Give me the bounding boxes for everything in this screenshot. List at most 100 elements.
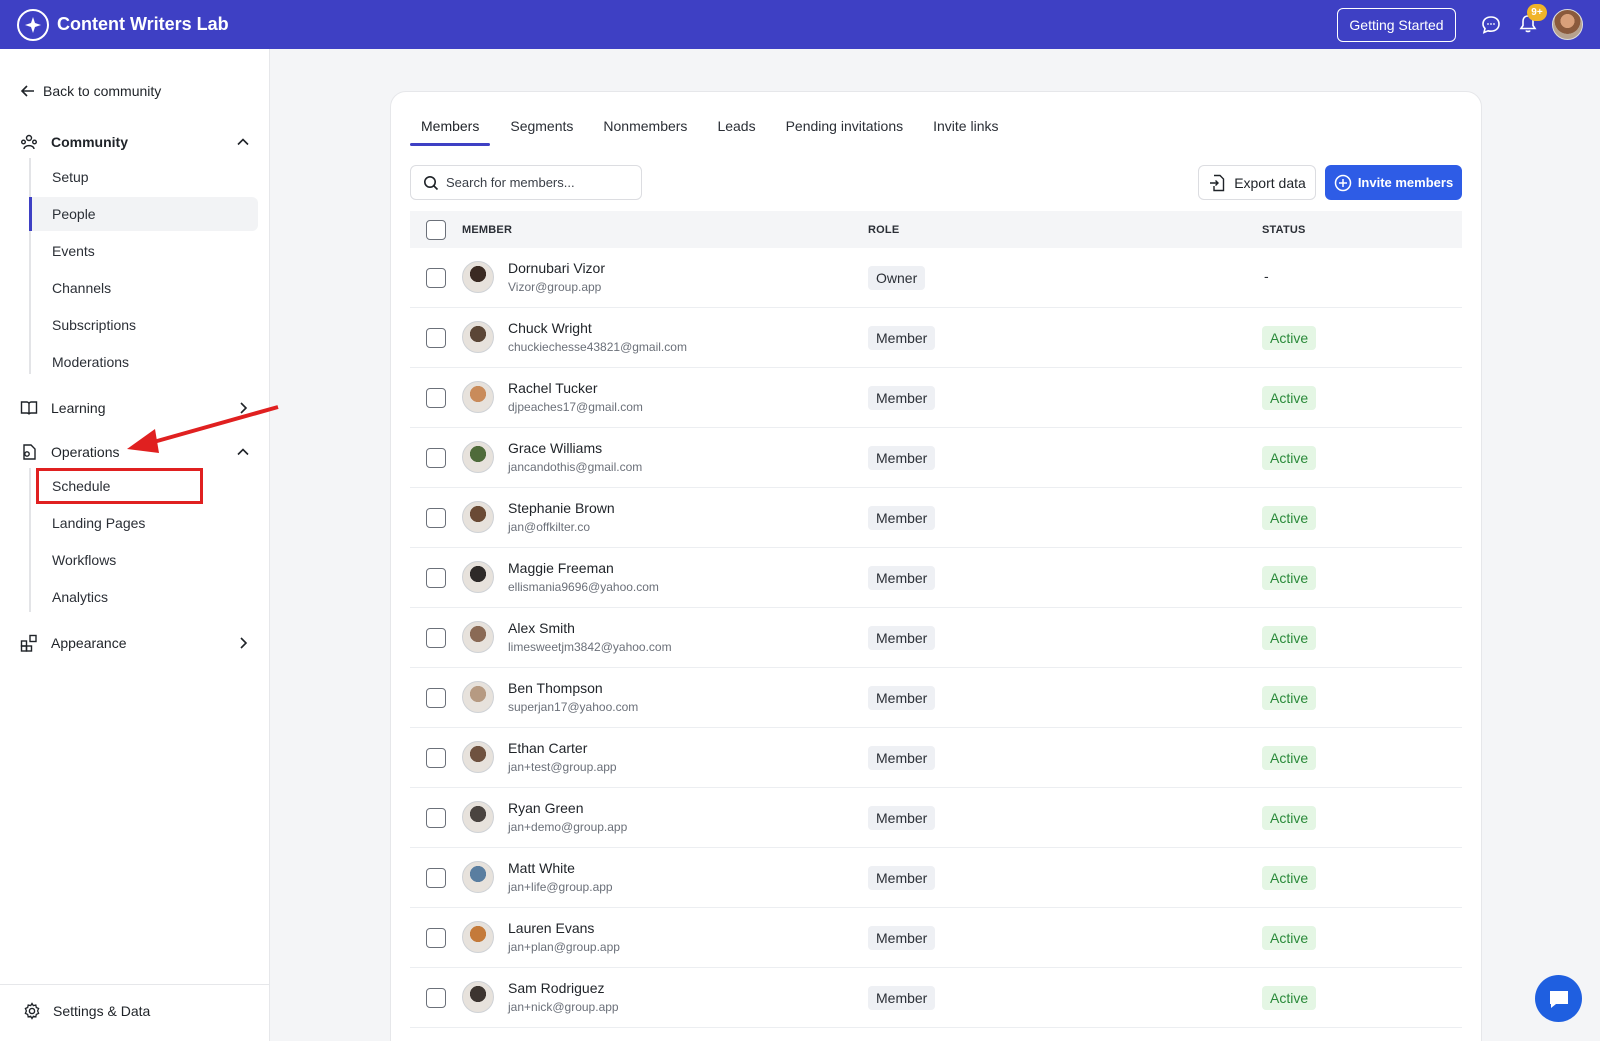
- member-name[interactable]: Dornubari Vizor: [508, 260, 606, 276]
- sidebar-section-community[interactable]: Community: [20, 130, 250, 154]
- invite-members-button[interactable]: Invite members: [1325, 165, 1462, 200]
- table-row[interactable]: Grace Williams jancandothis@gmail.com Me…: [410, 428, 1462, 488]
- chevron-up-icon[interactable]: [236, 135, 250, 149]
- row-checkbox[interactable]: [426, 448, 446, 468]
- operations-label: Operations: [51, 444, 120, 460]
- brand-name[interactable]: Content Writers Lab: [57, 14, 229, 34]
- member-name[interactable]: Ethan Carter: [508, 740, 588, 756]
- tab-segments[interactable]: Segments: [510, 118, 574, 134]
- sidebar-item-people[interactable]: People: [29, 197, 258, 231]
- row-checkbox[interactable]: [426, 328, 446, 348]
- table-row[interactable]: Rachel Tucker djpeaches17@gmail.com Memb…: [410, 368, 1462, 428]
- sidebar-item-moderations[interactable]: Moderations: [52, 354, 130, 370]
- table-row[interactable]: Ryan Green jan+demo@group.app Member Act…: [410, 788, 1462, 848]
- row-checkbox[interactable]: [426, 268, 446, 288]
- table-row[interactable]: Ethan Carter jan+test@group.app Member A…: [410, 728, 1462, 788]
- row-checkbox[interactable]: [426, 868, 446, 888]
- member-name[interactable]: Maggie Freeman: [508, 560, 614, 576]
- member-name[interactable]: Sam Rodriguez: [508, 980, 605, 996]
- sidebar-item-channels[interactable]: Channels: [52, 280, 112, 296]
- member-name[interactable]: Alex Smith: [508, 620, 575, 636]
- table-row[interactable]: Alex Smith limesweetjm3842@yahoo.com Mem…: [410, 608, 1462, 668]
- table-row[interactable]: Ben Thompson superjan17@yahoo.com Member…: [410, 668, 1462, 728]
- sidebar-section-operations[interactable]: Operations: [20, 440, 250, 464]
- settings-data-link[interactable]: Settings & Data: [23, 1002, 150, 1020]
- table-row[interactable]: Stephanie Brown jan@offkilter.co Member …: [410, 488, 1462, 548]
- select-all-checkbox[interactable]: [426, 220, 446, 240]
- sidebar-item-analytics[interactable]: Analytics: [52, 589, 109, 605]
- chat-icon[interactable]: [1481, 15, 1501, 35]
- table-header: MEMBER ROLE STATUS: [410, 211, 1462, 248]
- back-to-community-link[interactable]: Back to community: [20, 83, 161, 99]
- row-checkbox[interactable]: [426, 988, 446, 1008]
- column-member[interactable]: MEMBER: [462, 223, 513, 236]
- community-label: Community: [51, 134, 128, 150]
- role-badge: Member: [868, 446, 936, 470]
- sidebar-item-setup[interactable]: Setup: [52, 169, 89, 185]
- member-email: ellismania9696@yahoo.com: [508, 580, 659, 594]
- sidebar-section-learning[interactable]: Learning: [20, 396, 250, 420]
- tab-pending-invitations[interactable]: Pending invitations: [785, 118, 904, 134]
- member-name[interactable]: Lauren Evans: [508, 920, 595, 936]
- row-checkbox[interactable]: [426, 628, 446, 648]
- back-label: Back to community: [43, 83, 162, 99]
- row-checkbox[interactable]: [426, 808, 446, 828]
- member-search[interactable]: [410, 165, 642, 200]
- community-icon: [21, 134, 37, 150]
- member-name[interactable]: Stephanie Brown: [508, 500, 615, 516]
- table-row[interactable]: Maggie Freeman ellismania9696@yahoo.com …: [410, 548, 1462, 608]
- member-name[interactable]: Chuck Wright: [508, 320, 592, 336]
- row-checkbox[interactable]: [426, 748, 446, 768]
- member-name[interactable]: Ryan Green: [508, 800, 584, 816]
- chevron-up-icon[interactable]: [236, 445, 250, 459]
- column-status[interactable]: STATUS: [1262, 223, 1306, 236]
- role-badge: Member: [868, 386, 936, 410]
- tab-invite-links[interactable]: Invite links: [933, 118, 999, 134]
- member-name[interactable]: Matt White: [508, 860, 575, 876]
- chevron-right-icon[interactable]: [236, 636, 250, 650]
- member-name[interactable]: Grace Williams: [508, 440, 603, 456]
- sidebar-item-landing-pages[interactable]: Landing Pages: [52, 515, 146, 531]
- status-badge: Active: [1262, 746, 1317, 770]
- sidebar-item-subscriptions[interactable]: Subscriptions: [52, 317, 137, 333]
- avatar: [462, 921, 494, 953]
- table-row[interactable]: Chuck Wright chuckiechesse43821@gmail.co…: [410, 308, 1462, 368]
- search-input[interactable]: [446, 175, 626, 190]
- row-checkbox[interactable]: [426, 928, 446, 948]
- tab-nonmembers[interactable]: Nonmembers: [603, 118, 688, 134]
- column-role[interactable]: ROLE: [868, 223, 900, 236]
- learning-label: Learning: [51, 400, 106, 416]
- table-row[interactable]: Matt White jan+life@group.app Member Act…: [410, 848, 1462, 908]
- member-name[interactable]: Rachel Tucker: [508, 380, 598, 396]
- avatar: [462, 321, 494, 353]
- sidebar-item-events[interactable]: Events: [52, 243, 95, 259]
- member-email: jan+test@group.app: [508, 760, 617, 774]
- operations-subnav-line: [29, 468, 31, 612]
- role-badge: Member: [868, 326, 936, 350]
- table-row[interactable]: Lauren Evans jan+plan@group.app Member A…: [410, 908, 1462, 968]
- table-row[interactable]: Sam Rodriguez jan+nick@group.app Member …: [410, 968, 1462, 1028]
- status-badge: Active: [1262, 686, 1317, 710]
- brand-logo-icon[interactable]: [17, 8, 49, 41]
- row-checkbox[interactable]: [426, 568, 446, 588]
- getting-started-button[interactable]: Getting Started: [1337, 8, 1456, 42]
- sidebar-item-schedule[interactable]: Schedule: [52, 478, 111, 494]
- support-chat-button[interactable]: [1535, 975, 1582, 1022]
- tab-members[interactable]: Members: [410, 116, 491, 146]
- user-avatar[interactable]: [1552, 9, 1583, 40]
- chevron-right-icon[interactable]: [236, 401, 250, 415]
- sidebar-section-appearance[interactable]: Appearance: [20, 631, 250, 655]
- role-badge: Member: [868, 566, 936, 590]
- row-checkbox[interactable]: [426, 388, 446, 408]
- member-name[interactable]: Ben Thompson: [508, 680, 603, 696]
- status-badge: Active: [1262, 806, 1317, 830]
- avatar: [462, 561, 494, 593]
- export-data-button[interactable]: Export data: [1198, 165, 1316, 200]
- member-email: jan+plan@group.app: [508, 940, 620, 954]
- sidebar-item-workflows[interactable]: Workflows: [52, 552, 117, 568]
- tab-leads[interactable]: Leads: [717, 118, 756, 134]
- table-row[interactable]: Dornubari Vizor Vizor@group.app Owner -: [410, 248, 1462, 308]
- row-checkbox[interactable]: [426, 508, 446, 528]
- member-email: djpeaches17@gmail.com: [508, 400, 643, 414]
- row-checkbox[interactable]: [426, 688, 446, 708]
